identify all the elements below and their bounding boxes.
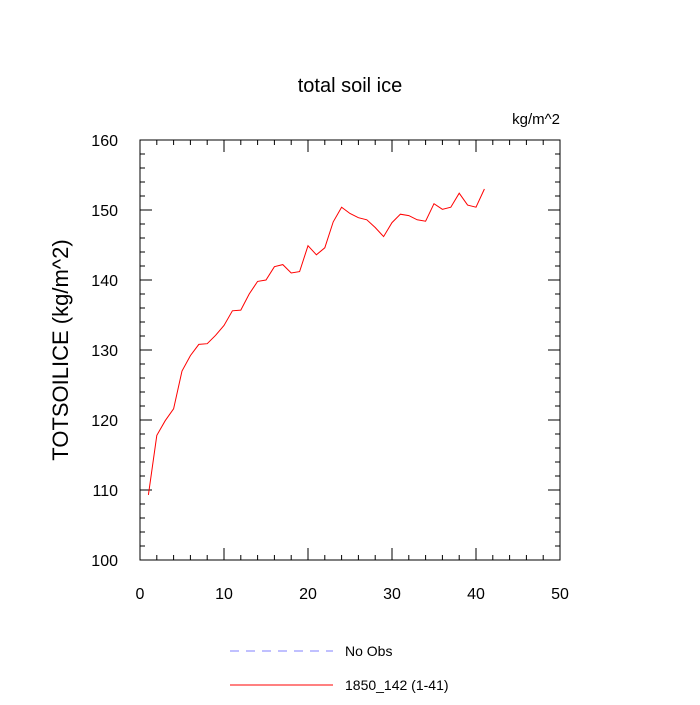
series-point (181, 370, 183, 372)
plot-frame (139, 139, 561, 561)
x-tick-label: 20 (299, 586, 317, 603)
series-point (458, 192, 460, 194)
units-label: kg/m^2 (512, 111, 560, 128)
series-point (206, 343, 208, 345)
series-point (374, 226, 376, 228)
series-point (164, 420, 166, 422)
series-point (231, 310, 233, 312)
series-point (282, 263, 284, 265)
y-tick-label: 160 (91, 133, 118, 150)
series-point (223, 324, 225, 326)
series-point (307, 245, 309, 247)
series-point (332, 221, 334, 223)
series-point (424, 220, 426, 222)
legend-label: No Obs (345, 643, 392, 659)
plot-area (147, 188, 485, 496)
series-point (256, 280, 258, 282)
y-tick-label: 120 (91, 413, 118, 430)
chart-title: total soil ice (298, 75, 403, 97)
series-point (198, 343, 200, 345)
series-point (156, 434, 158, 436)
series-point (441, 208, 443, 210)
series-line (147, 188, 485, 495)
y-tick-label: 140 (91, 273, 118, 290)
series-point (240, 309, 242, 311)
series-point (399, 213, 401, 215)
y-axis-label: TOTSOILICE (kg/m^2) (48, 239, 73, 460)
series-point (349, 212, 351, 214)
y-tick-label: 130 (91, 343, 118, 360)
series-point (433, 203, 435, 205)
legend-label: 1850_142 (1-41) (345, 677, 449, 693)
series-point (189, 354, 191, 356)
series-point (416, 219, 418, 221)
y-tick-label: 150 (91, 203, 118, 220)
x-tick-label: 0 (136, 586, 145, 603)
series-point (450, 206, 452, 208)
y-tick-label: 100 (91, 553, 118, 570)
series-point (340, 206, 342, 208)
x-tick-label: 10 (215, 586, 233, 603)
series-point (466, 204, 468, 206)
x-tick-label: 30 (383, 586, 401, 603)
series-point (172, 408, 174, 410)
series-point (315, 254, 317, 256)
x-tick-label: 40 (467, 586, 485, 603)
series-point (475, 206, 477, 208)
y-tick-label: 110 (92, 483, 118, 500)
series-point (324, 247, 326, 249)
series-point (248, 293, 250, 295)
legend: No Obs 1850_142 (1-41) (230, 643, 449, 693)
series-point (408, 214, 410, 216)
series-point (382, 235, 384, 237)
series-point (357, 217, 359, 219)
series-point (147, 494, 149, 496)
series-point (290, 272, 292, 274)
x-tick-label: 50 (551, 586, 569, 603)
series-point (214, 334, 216, 336)
series-point (483, 188, 485, 190)
series-point (265, 279, 267, 281)
series-point (391, 221, 393, 223)
axes: 0 10 20 30 40 50 100 110 120 130 140 150 160 (91, 133, 569, 603)
series-point (273, 266, 275, 268)
series-point (298, 270, 300, 272)
series-point (366, 219, 368, 221)
